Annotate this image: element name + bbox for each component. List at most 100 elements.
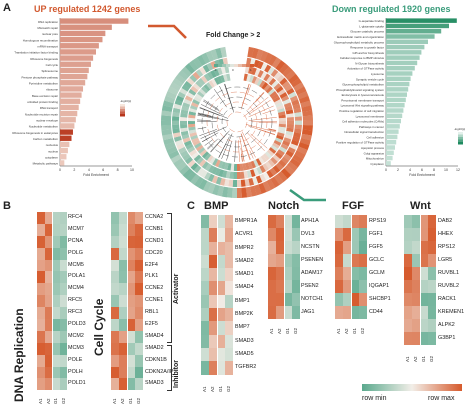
wnt-column-label: G1 xyxy=(421,355,426,362)
up-term-label: cytoplasm xyxy=(45,155,59,159)
wnt-heatmap-cell xyxy=(412,306,420,319)
circos-cell xyxy=(187,159,196,168)
dna-heatmap-cell xyxy=(44,235,52,248)
down-bar xyxy=(386,44,425,50)
up-tick-label: 8 xyxy=(117,168,119,172)
notch-heatmap-row xyxy=(268,306,300,319)
dendrogram-branch xyxy=(262,109,276,114)
circos-cell xyxy=(229,171,234,179)
circos-cell xyxy=(216,185,224,197)
up-term-label: Spliceosome xyxy=(41,69,58,73)
circos-cell xyxy=(285,70,296,81)
cc-heatmap-cell xyxy=(127,295,135,308)
dna-heatmap-cell xyxy=(52,223,60,236)
circos-cell xyxy=(260,71,268,80)
dna-column-label: G2 xyxy=(60,397,66,404)
notch-heatmap-cell xyxy=(292,241,300,254)
fgf-heatmap-cell xyxy=(343,215,351,228)
cc-heatmap-cell xyxy=(119,283,127,296)
down-term-label: Extracellular matrix and organization xyxy=(337,35,384,39)
circos-cell xyxy=(189,108,197,113)
circos-cell xyxy=(195,144,204,152)
down-bar xyxy=(386,161,391,166)
dna-heatmap-cell xyxy=(59,223,67,236)
down-term-label: L-glutamate uptake xyxy=(359,24,384,28)
circos-cell xyxy=(186,171,197,182)
circos-cell xyxy=(191,137,200,144)
down-term-label: GPI-anchor biosynthesis xyxy=(353,51,385,55)
bmp-heatmap-cell xyxy=(201,254,209,269)
dna-gene-label: POLH xyxy=(68,368,83,375)
circos-cell xyxy=(214,168,221,176)
circos-cell xyxy=(294,150,306,160)
circos-cell xyxy=(192,99,200,105)
circos-cell xyxy=(273,83,282,91)
dna-heatmap-cell xyxy=(59,319,67,331)
circos-cell xyxy=(211,175,219,184)
wnt-heatmap-row xyxy=(404,215,436,228)
circos-cell xyxy=(292,103,301,110)
circos-cell xyxy=(277,129,286,134)
down-term-label: Cell adhesion xyxy=(366,135,384,139)
fgf-heatmap-cell xyxy=(351,228,359,241)
circos-cell xyxy=(179,164,190,176)
dna-heatmap-cell xyxy=(37,354,45,367)
bmp-gene-label: SMAD2 xyxy=(235,257,254,264)
notch-heatmap-cell xyxy=(276,280,284,293)
cc-heatmap-cell xyxy=(127,378,135,391)
cc-gene-label: CCNB1 xyxy=(145,225,164,232)
circos-cell xyxy=(197,90,205,98)
dna-heatmap-cell xyxy=(52,330,60,343)
cc-heatmap-cell xyxy=(119,235,127,248)
bmp-heatmap-cell xyxy=(225,215,233,229)
circos-cell xyxy=(184,63,196,74)
circos-cell xyxy=(248,66,254,75)
circos-cell xyxy=(298,95,310,104)
fgf-heatmap-row xyxy=(335,280,367,293)
cc-heatmap-cell xyxy=(127,283,135,296)
cc-heatmap-row xyxy=(111,259,143,272)
cc-heatmap-row xyxy=(111,283,143,296)
circos-cell xyxy=(286,87,295,96)
cc-heatmap-cell xyxy=(127,319,135,331)
notch-gene-label: APH1A xyxy=(301,218,319,224)
circos-cell xyxy=(173,135,182,142)
circos-cell xyxy=(201,161,209,170)
circos-cell xyxy=(200,75,208,84)
down-term-label: Positive regulation of cell migration xyxy=(339,109,384,113)
cc-heatmap-cell xyxy=(135,223,143,236)
bmp-gene-label: SMAD5 xyxy=(235,350,254,357)
circos-cell xyxy=(301,129,313,136)
bmp-heatmap-cell xyxy=(225,321,233,335)
circos-legend: -1 0 1 xyxy=(214,64,254,72)
circos-cell xyxy=(220,46,227,58)
wnt-heatmap-cell xyxy=(428,293,436,306)
dna-heatmap-cell xyxy=(37,295,45,308)
circos-cell xyxy=(253,168,260,176)
down-term-label: Lysosomal Wnt signaling pathway xyxy=(341,104,385,108)
down-term-label: Glycerophospholipid metabolic process xyxy=(334,40,385,44)
cc-heatmap-cell xyxy=(127,223,135,236)
notch-heatmap-cell xyxy=(284,280,292,293)
circos-cell xyxy=(265,161,273,170)
cc-heatmap-cell xyxy=(135,247,143,260)
circos-cell xyxy=(180,116,188,121)
bmp-heatmap-row xyxy=(201,241,233,255)
circos-cell xyxy=(273,140,282,146)
circos-cell xyxy=(256,78,263,87)
circos-cell xyxy=(259,80,266,88)
circos-cell xyxy=(161,110,172,117)
fgf-heatmap-cell xyxy=(359,267,367,280)
circos-cell xyxy=(212,158,219,166)
circos-cell xyxy=(188,129,197,134)
dna-heatmap-cell xyxy=(44,307,52,320)
circos-cell xyxy=(248,177,255,186)
dendrogram-branch xyxy=(224,83,234,111)
up-term-label: Nucleotide metabolism xyxy=(29,125,59,129)
bmp-heatmap-cell xyxy=(201,334,209,348)
cc-gene-label: CDKN2A/IP xyxy=(145,368,174,375)
circos-cell xyxy=(215,176,222,185)
up-term-label: DNA replication xyxy=(38,20,58,24)
circos-cell xyxy=(271,80,279,88)
cc-heatmap-cell xyxy=(135,354,143,367)
